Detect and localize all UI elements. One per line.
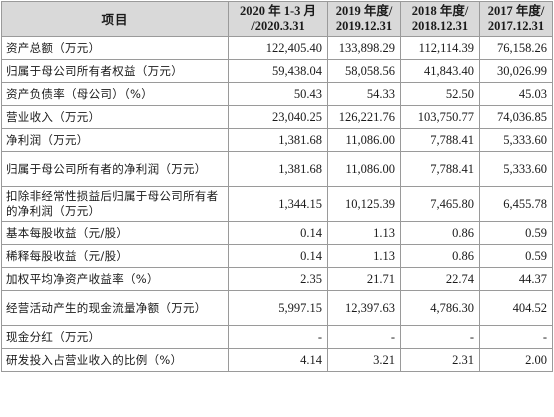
cell-value: 23,040.25 (228, 105, 328, 129)
table-row: 资产负债率（母公司）（%） 50.43 54.33 52.50 45.03 (1, 82, 553, 106)
cell-value: 2.31 (400, 348, 480, 372)
cell-value: 7,465.80 (400, 186, 480, 222)
header-period-2018: 2018 年度/ 2018.12.31 (400, 1, 480, 37)
cell-value: 10,125.39 (327, 186, 401, 222)
header-period-line1: 2017 年度/ (487, 4, 545, 18)
header-period-2017: 2017 年度/ 2017.12.31 (479, 1, 553, 37)
table-row: 现金分红（万元） - - - - (1, 325, 553, 349)
header-period-line2: 2018.12.31 (411, 19, 469, 33)
cell-value: 7,788.41 (400, 151, 480, 187)
header-period-line1: 2018 年度/ (411, 4, 469, 18)
row-label: 资产负债率（母公司）（%） (1, 82, 229, 106)
cell-value: 133,898.29 (327, 36, 401, 60)
row-label: 研发投入占营业收入的比例（%） (1, 348, 229, 372)
header-period-line1: 2019 年度/ (335, 4, 393, 18)
cell-value: - (228, 325, 328, 349)
cell-value: - (479, 325, 553, 349)
cell-value: 122,405.40 (228, 36, 328, 60)
cell-value: 103,750.77 (400, 105, 480, 129)
cell-value: 5,333.60 (479, 151, 553, 187)
cell-value: 6,455.78 (479, 186, 553, 222)
cell-value: 4,786.30 (400, 290, 480, 326)
table-row: 资产总额（万元） 122,405.40 133,898.29 112,114.3… (1, 36, 553, 60)
table-body: 资产总额（万元） 122,405.40 133,898.29 112,114.3… (1, 36, 553, 372)
cell-value: 52.50 (400, 82, 480, 106)
cell-value: 1,381.68 (228, 151, 328, 187)
table-row: 加权平均净资产收益率（%） 2.35 21.71 22.74 44.37 (1, 267, 553, 291)
cell-value: 2.35 (228, 267, 328, 291)
cell-value: 2.00 (479, 348, 553, 372)
cell-value: 404.52 (479, 290, 553, 326)
cell-value: 12,397.63 (327, 290, 401, 326)
cell-value: 22.74 (400, 267, 480, 291)
cell-value: 59,438.04 (228, 59, 328, 83)
cell-value: 0.86 (400, 244, 480, 268)
cell-value: 4.14 (228, 348, 328, 372)
cell-value: 0.14 (228, 221, 328, 245)
row-label: 归属于母公司所有者的净利润（万元） (1, 151, 229, 187)
cell-value: 1,344.15 (228, 186, 328, 222)
cell-value: 1.13 (327, 221, 401, 245)
financial-summary-table: 项目 2020 年 1-3 月 /2020.3.31 2019 年度/ 2019… (1, 1, 553, 372)
header-period-line1: 2020 年 1-3 月 (239, 4, 317, 18)
cell-value: 54.33 (327, 82, 401, 106)
header-row: 项目 2020 年 1-3 月 /2020.3.31 2019 年度/ 2019… (1, 1, 553, 37)
cell-value: 126,221.76 (327, 105, 401, 129)
cell-value: - (327, 325, 401, 349)
cell-value: 5,333.60 (479, 128, 553, 152)
row-label: 归属于母公司所有者权益（万元） (1, 59, 229, 83)
cell-value: 0.86 (400, 221, 480, 245)
table-row: 营业收入（万元） 23,040.25 126,221.76 103,750.77… (1, 105, 553, 129)
table-row: 扣除非经常性损益后归属于母公司所有者的净利润（万元） 1,344.15 10,1… (1, 186, 553, 222)
cell-value: 5,997.15 (228, 290, 328, 326)
cell-value: 0.59 (479, 244, 553, 268)
table-row: 基本每股收益（元/股） 0.14 1.13 0.86 0.59 (1, 221, 553, 245)
row-label: 稀释每股收益（元/股） (1, 244, 229, 268)
header-item: 项目 (1, 1, 229, 37)
table-row: 归属于母公司所有者的净利润（万元） 1,381.68 11,086.00 7,7… (1, 151, 553, 187)
cell-value: 45.03 (479, 82, 553, 106)
cell-value: 1.13 (327, 244, 401, 268)
row-label: 扣除非经常性损益后归属于母公司所有者的净利润（万元） (1, 186, 229, 222)
table-row: 稀释每股收益（元/股） 0.14 1.13 0.86 0.59 (1, 244, 553, 268)
row-label: 净利润（万元） (1, 128, 229, 152)
cell-value: 50.43 (228, 82, 328, 106)
header-period-line2: 2017.12.31 (487, 19, 545, 33)
cell-value: 7,788.41 (400, 128, 480, 152)
cell-value: 30,026.99 (479, 59, 553, 83)
table-header: 项目 2020 年 1-3 月 /2020.3.31 2019 年度/ 2019… (1, 1, 553, 37)
cell-value: 21.71 (327, 267, 401, 291)
header-period-line2: /2020.3.31 (251, 19, 305, 33)
header-period-2020q1: 2020 年 1-3 月 /2020.3.31 (228, 1, 328, 37)
cell-value: 0.14 (228, 244, 328, 268)
cell-value: 41,843.40 (400, 59, 480, 83)
cell-value: 11,086.00 (327, 151, 401, 187)
table-row: 归属于母公司所有者权益（万元） 59,438.04 58,058.56 41,8… (1, 59, 553, 83)
row-label: 经营活动产生的现金流量净额（万元） (1, 290, 229, 326)
row-label: 基本每股收益（元/股） (1, 221, 229, 245)
row-label: 现金分红（万元） (1, 325, 229, 349)
table-row: 经营活动产生的现金流量净额（万元） 5,997.15 12,397.63 4,7… (1, 290, 553, 326)
cell-value: 0.59 (479, 221, 553, 245)
cell-value: 44.37 (479, 267, 553, 291)
cell-value: 58,058.56 (327, 59, 401, 83)
cell-value: 112,114.39 (400, 36, 480, 60)
table-row: 净利润（万元） 1,381.68 11,086.00 7,788.41 5,33… (1, 128, 553, 152)
cell-value: 74,036.85 (479, 105, 553, 129)
row-label: 加权平均净资产收益率（%） (1, 267, 229, 291)
table-row: 研发投入占营业收入的比例（%） 4.14 3.21 2.31 2.00 (1, 348, 553, 372)
row-label: 资产总额（万元） (1, 36, 229, 60)
cell-value: 3.21 (327, 348, 401, 372)
cell-value: 11,086.00 (327, 128, 401, 152)
header-period-2019: 2019 年度/ 2019.12.31 (327, 1, 401, 37)
row-label: 营业收入（万元） (1, 105, 229, 129)
cell-value: 1,381.68 (228, 128, 328, 152)
cell-value: 76,158.26 (479, 36, 553, 60)
cell-value: - (400, 325, 480, 349)
header-period-line2: 2019.12.31 (335, 19, 393, 33)
